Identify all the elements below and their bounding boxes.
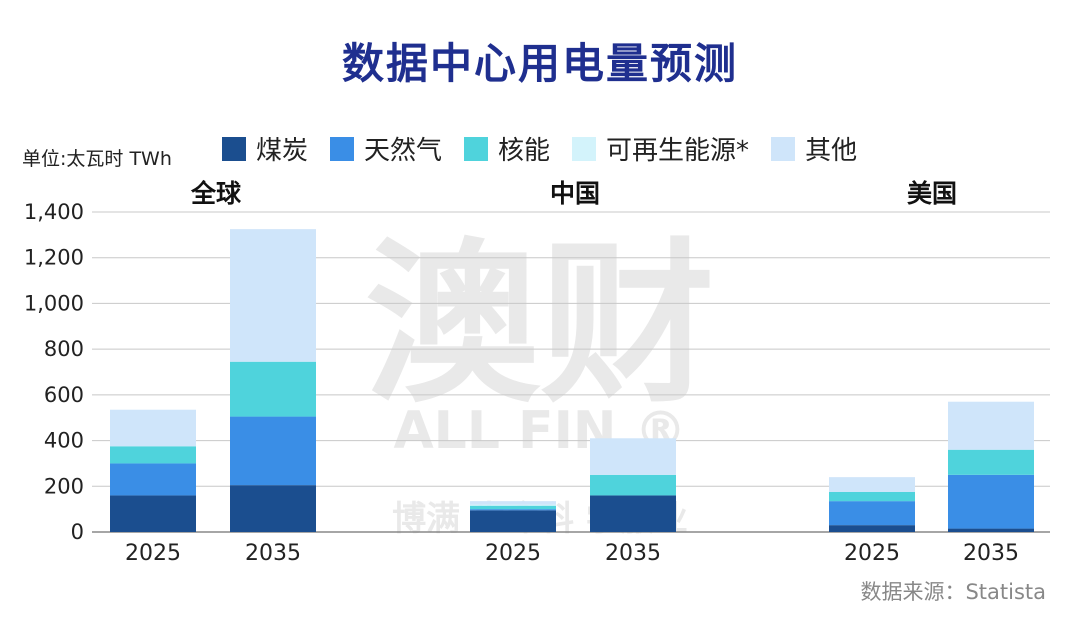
- x-tick-label: 2025: [844, 541, 900, 566]
- y-tick-label: 200: [44, 474, 84, 498]
- legend-swatch-nuclear: [464, 136, 489, 161]
- legend-item-coal: 煤炭: [222, 130, 308, 167]
- y-tick-label: 1,000: [24, 291, 84, 315]
- panel-title: 美国: [907, 179, 957, 208]
- legend-swatch-coal: [222, 136, 246, 161]
- watermark-main: 澳财: [365, 224, 715, 427]
- panel-titles: 全球 中国 美国: [190, 179, 957, 208]
- bar-segment: [110, 446, 196, 464]
- unit-label: 单位:太瓦时 TWh: [22, 148, 172, 170]
- y-tick-label: 1,400: [24, 200, 84, 224]
- y-tick-label: 600: [44, 383, 84, 407]
- bar-segment: [948, 449, 1034, 475]
- panel-title: 全球: [190, 179, 242, 208]
- legend-item-gas: 天然气: [330, 130, 442, 167]
- legend-label-other: 其他: [805, 136, 858, 166]
- x-tick-label: 2025: [485, 541, 541, 566]
- bar-segment: [829, 492, 915, 502]
- legend-swatch-renewable: [572, 136, 597, 161]
- x-axis: 2025 2035 2025 2035 2025 2035: [125, 541, 1019, 566]
- bar-segment: [470, 510, 556, 532]
- y-tick-label: 800: [44, 337, 84, 361]
- y-axis: 0 200 400 600 800 1,000 1,200 1,400: [24, 200, 84, 544]
- bar-segment: [829, 477, 915, 492]
- legend-swatch-gas: [330, 136, 355, 161]
- bar-segment: [948, 528, 1034, 532]
- legend-swatch-other: [771, 136, 796, 161]
- bar-segment: [230, 361, 316, 417]
- bar-segment: [590, 474, 676, 496]
- bar-segment: [948, 474, 1034, 529]
- legend-label-gas: 天然气: [364, 136, 443, 166]
- bar-segment: [829, 525, 915, 532]
- bar-segment: [470, 509, 556, 511]
- y-tick-label: 1,200: [24, 246, 84, 270]
- bar-segment: [110, 495, 196, 532]
- bar-segment: [470, 505, 556, 510]
- legend-item-nuclear: 核能: [464, 130, 550, 167]
- legend-label-coal: 煤炭: [256, 136, 309, 166]
- bar-segment: [470, 501, 556, 505]
- y-tick-label: 0: [71, 520, 84, 544]
- bar-segment: [590, 495, 676, 532]
- bar-segment: [590, 438, 676, 475]
- legend-label-nuclear: 核能: [498, 136, 551, 166]
- x-tick-label: 2035: [245, 541, 301, 566]
- source-note: 数据来源：Statista: [860, 580, 1046, 604]
- panel-title: 中国: [550, 179, 600, 208]
- y-tick-label: 400: [44, 429, 84, 453]
- bar-segment: [110, 409, 196, 447]
- chart-title: 数据中心用电量预测: [341, 39, 738, 88]
- bar-segment: [110, 463, 196, 496]
- bar-segment: [470, 504, 556, 506]
- x-tick-label: 2025: [125, 541, 181, 566]
- bars: [110, 229, 1034, 532]
- x-tick-label: 2035: [963, 541, 1019, 566]
- bar-segment: [230, 485, 316, 532]
- bar-segment: [829, 501, 915, 526]
- bar-segment: [230, 229, 316, 362]
- bar-segment: [948, 401, 1034, 450]
- legend-item-other: 其他: [771, 130, 857, 167]
- legend-item-renewable: 可再生能源*: [572, 130, 749, 167]
- legend-label-renewable: 可再生能源*: [606, 136, 750, 166]
- legend: 煤炭 天然气 核能 可再生能源* 其他: [222, 130, 879, 167]
- bar-segment: [230, 416, 316, 486]
- x-tick-label: 2035: [605, 541, 661, 566]
